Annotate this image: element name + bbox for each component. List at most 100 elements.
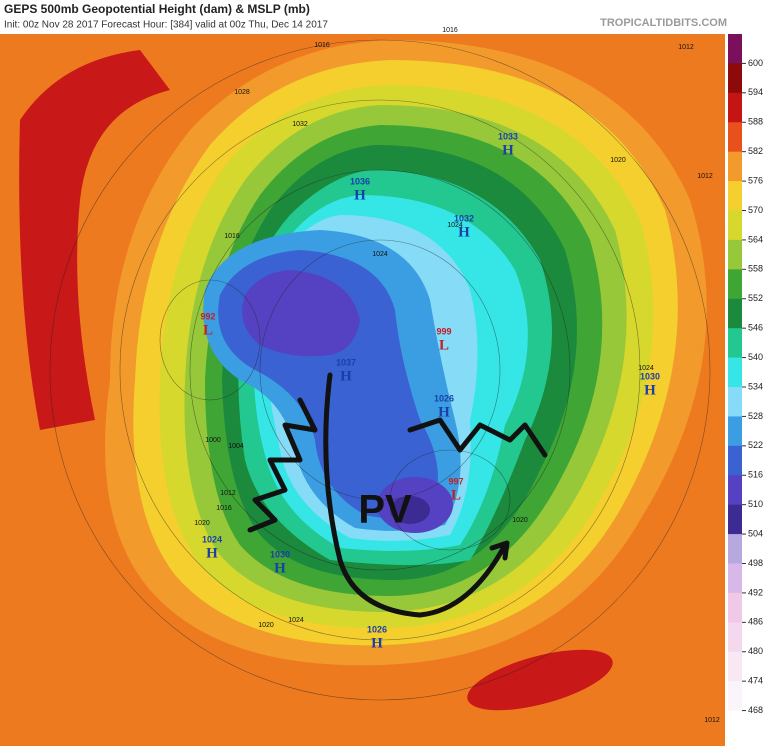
colorbar-segment bbox=[728, 181, 742, 211]
colorbar-segment bbox=[728, 239, 742, 270]
colorbar-segment bbox=[728, 298, 742, 329]
isobar-label: 1012 bbox=[704, 717, 720, 724]
center-symbol: L bbox=[451, 487, 461, 503]
colorbar-segment bbox=[728, 151, 742, 182]
center-value: 992 bbox=[200, 311, 215, 321]
center-value: 1030 bbox=[640, 371, 660, 381]
colorbar-segment bbox=[728, 651, 742, 682]
colorbar-segment bbox=[728, 63, 742, 94]
center-value: 1033 bbox=[498, 131, 518, 141]
colorbar-label: 492 bbox=[748, 587, 763, 597]
height-field bbox=[242, 270, 360, 357]
isobar-label: 1012 bbox=[678, 44, 694, 51]
colorbar-segment bbox=[728, 592, 742, 623]
colorbar-label: 558 bbox=[748, 264, 763, 274]
map bbox=[0, 34, 725, 746]
colorbar-label: 510 bbox=[748, 499, 763, 509]
colorbar-label: 564 bbox=[748, 234, 763, 244]
height-field bbox=[390, 496, 430, 524]
center-value: 1026 bbox=[367, 624, 387, 634]
isobars bbox=[49, 39, 711, 701]
colorbar-label: 480 bbox=[748, 646, 763, 656]
colorbar-label: 540 bbox=[748, 352, 763, 362]
colorbar-segment bbox=[728, 122, 742, 153]
height-field bbox=[467, 649, 613, 711]
colorbar-segment bbox=[728, 210, 742, 241]
colorbar-label: 468 bbox=[748, 705, 763, 715]
isobar-label: 1016 bbox=[224, 233, 240, 240]
center-symbol: H bbox=[354, 187, 366, 203]
isobar-label: 1004 bbox=[228, 443, 244, 450]
colorbar-label: 516 bbox=[748, 470, 763, 480]
center-symbol: H bbox=[274, 560, 286, 576]
subtitle: Init: 00z Nov 28 2017 Forecast Hour: [38… bbox=[4, 20, 328, 31]
center-value: 1024 bbox=[202, 534, 222, 544]
colorbar-label: 600 bbox=[748, 58, 763, 68]
isobar-label: 1016 bbox=[216, 505, 232, 512]
colorbar-segment bbox=[728, 563, 742, 594]
center-value: 999 bbox=[436, 326, 451, 336]
colorbar-segment bbox=[728, 534, 742, 564]
colorbar-label: 570 bbox=[748, 205, 763, 215]
isobar-label: 1020 bbox=[610, 157, 626, 164]
colorbar-segment bbox=[728, 475, 742, 506]
center-symbol: H bbox=[371, 635, 383, 651]
isobar-label: 1016 bbox=[314, 42, 330, 49]
colorbar-segment bbox=[728, 34, 742, 64]
colorbar-segment bbox=[728, 357, 742, 388]
colorbar-segment bbox=[728, 328, 742, 359]
colorbar-label: 528 bbox=[748, 411, 763, 421]
colorbar-label: 552 bbox=[748, 293, 763, 303]
colorbar-label: 474 bbox=[748, 676, 763, 686]
isobar-label: 1028 bbox=[234, 89, 250, 96]
isobar-label: 1012 bbox=[220, 490, 236, 497]
colorbar-segment bbox=[728, 269, 742, 300]
colorbar-label: 504 bbox=[748, 528, 763, 538]
height-field bbox=[19, 50, 170, 430]
pressure-centers: 1033H1036H1032H992L1037H999L1026H1030H99… bbox=[200, 131, 660, 651]
center-value: 997 bbox=[448, 476, 463, 486]
annotation-drawing bbox=[247, 372, 548, 618]
isobar-label: 1020 bbox=[194, 520, 210, 527]
center-symbol: L bbox=[203, 322, 213, 338]
center-value: 1036 bbox=[350, 176, 370, 186]
colorbar-label: 534 bbox=[748, 381, 763, 391]
center-value: 1037 bbox=[336, 357, 356, 367]
center-symbol: H bbox=[206, 545, 218, 561]
colorbar-segment bbox=[728, 504, 742, 535]
colorbar-segment bbox=[728, 622, 742, 653]
annotation: PV bbox=[358, 488, 412, 532]
colorbar-segment bbox=[728, 387, 742, 417]
isobar-label: 1024 bbox=[447, 222, 463, 229]
center-symbol: H bbox=[438, 404, 450, 420]
isobar-label: 1024 bbox=[372, 251, 388, 258]
isobar-labels: 1016 1012 1028 1032 1020 1016 1024 1004 1000 1012… bbox=[194, 27, 720, 724]
center-value: 1030 bbox=[270, 549, 290, 559]
isobar-label: 1020 bbox=[512, 517, 528, 524]
isobar-label: 1024 bbox=[288, 617, 304, 624]
isobar-label: 1024 bbox=[638, 365, 654, 372]
center-symbol: H bbox=[502, 142, 514, 158]
colorbar-label: 498 bbox=[748, 558, 763, 568]
colorbar-segment bbox=[728, 92, 742, 123]
isobar-label: 1000 bbox=[205, 437, 221, 444]
colorbar-segment bbox=[728, 416, 742, 447]
colorbar: 600 594 588 582 576 570 564 558 552 546 540 534 528 5… bbox=[728, 34, 763, 741]
center-value: 1026 bbox=[434, 393, 454, 403]
title: GEPS 500mb Geopotential Height (dam) & M… bbox=[4, 2, 310, 16]
isobar-label: 1012 bbox=[697, 173, 713, 180]
center-symbol: H bbox=[644, 382, 656, 398]
brand: TROPICALTIDBITS.COM bbox=[600, 17, 727, 29]
center-value: 1032 bbox=[454, 213, 474, 223]
colorbar-label: 486 bbox=[748, 617, 763, 627]
isobar-label: 1020 bbox=[258, 622, 274, 629]
colorbar-label: 588 bbox=[748, 117, 763, 127]
colorbar-segment bbox=[728, 445, 742, 476]
colorbar-label: 594 bbox=[748, 87, 763, 97]
colorbar-segment bbox=[728, 681, 742, 712]
colorbar-segment bbox=[728, 710, 742, 741]
colorbar-label: 546 bbox=[748, 323, 763, 333]
center-symbol: L bbox=[439, 337, 449, 353]
center-symbol: H bbox=[458, 224, 470, 240]
